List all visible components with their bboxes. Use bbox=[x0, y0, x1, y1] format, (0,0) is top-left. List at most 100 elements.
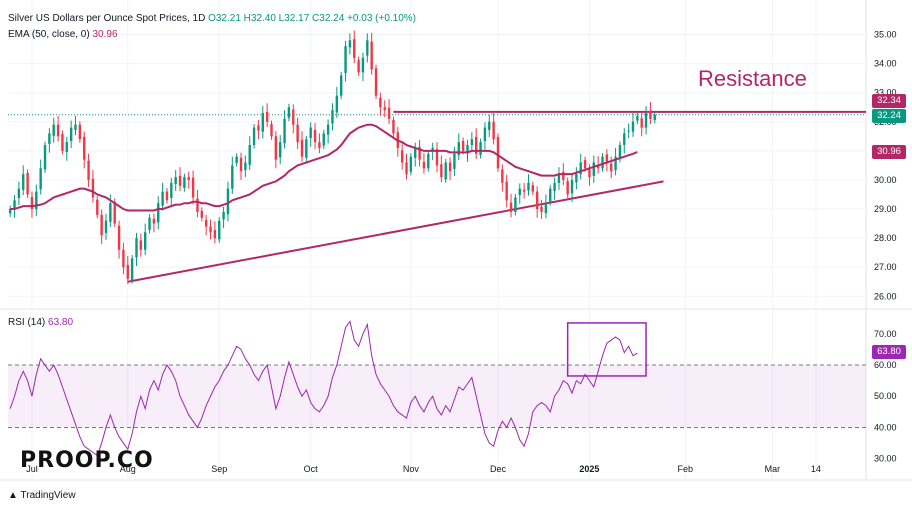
candle-body bbox=[191, 177, 195, 198]
candle-body bbox=[96, 199, 99, 215]
ohlc-values: O32.21 H32.40 L32.17 C32.24 +0.03 (+0.10… bbox=[208, 13, 417, 24]
price-tick-label: 33.00 bbox=[874, 88, 897, 98]
candle-body bbox=[501, 169, 504, 183]
price-tick-label: 28.00 bbox=[874, 233, 897, 243]
candle-body bbox=[135, 238, 138, 258]
candle-body bbox=[200, 210, 204, 218]
rsi-tick-label: 30.00 bbox=[874, 454, 897, 464]
rsi-value: 63.80 bbox=[48, 317, 74, 328]
candle-body bbox=[74, 124, 77, 130]
candle-body bbox=[313, 129, 317, 143]
price-tick-label: 35.00 bbox=[874, 30, 897, 40]
candle-body bbox=[48, 133, 51, 144]
candle-body bbox=[39, 168, 42, 190]
legend-ema-row: EMA (50, close, 0) 30.96 bbox=[8, 28, 118, 41]
last-price-tag: 32.24 bbox=[872, 109, 906, 123]
candle-body bbox=[461, 140, 465, 151]
rsi-band bbox=[8, 364, 866, 428]
candle-body bbox=[213, 229, 217, 239]
candle-body bbox=[257, 125, 260, 131]
candle-body bbox=[130, 258, 134, 280]
candle-body bbox=[627, 130, 630, 132]
rsi-band-fill bbox=[8, 365, 866, 428]
candle-body bbox=[405, 162, 408, 175]
candle-body bbox=[387, 107, 391, 119]
legend-rsi-row: RSI (14) 63.80 bbox=[8, 316, 73, 329]
candle-body bbox=[283, 118, 286, 144]
candle-body bbox=[13, 200, 16, 210]
candle-body bbox=[562, 171, 565, 180]
rsi-highlight-box bbox=[566, 322, 647, 377]
candle-body bbox=[305, 139, 308, 158]
candle-body bbox=[505, 181, 508, 201]
price-tick-label: 29.00 bbox=[874, 204, 897, 214]
candle-body bbox=[218, 220, 221, 240]
candle-body bbox=[309, 127, 312, 139]
candle-body bbox=[618, 145, 622, 160]
candle-body bbox=[109, 203, 112, 222]
resistance-price-tag: 32.34 bbox=[872, 94, 906, 108]
proop-logo: PROOP.CO bbox=[20, 448, 154, 473]
candle-body bbox=[557, 174, 561, 183]
candle-body bbox=[479, 142, 482, 155]
tradingview-footer: ▲ TradingView bbox=[8, 490, 76, 501]
candle-body bbox=[296, 124, 299, 143]
candle-body bbox=[43, 145, 47, 170]
candle-body bbox=[61, 134, 64, 151]
candle-body bbox=[370, 41, 373, 70]
candle-body bbox=[274, 136, 278, 160]
candle-body bbox=[265, 111, 269, 122]
candle-body bbox=[588, 169, 591, 178]
candle-body bbox=[226, 188, 230, 215]
candle-body bbox=[344, 46, 347, 73]
candle-body bbox=[640, 118, 643, 128]
time-tick-label: Aug bbox=[119, 464, 136, 474]
candle-body bbox=[357, 60, 360, 73]
candle-body bbox=[470, 139, 474, 146]
candle-body bbox=[374, 68, 378, 96]
candle-body bbox=[353, 39, 356, 58]
candle-body bbox=[623, 133, 626, 146]
candle-body bbox=[56, 124, 60, 137]
candle-body bbox=[174, 177, 177, 185]
candle-body bbox=[183, 177, 186, 189]
candle-body bbox=[435, 149, 439, 166]
candle-body bbox=[583, 160, 587, 169]
candle-body bbox=[631, 121, 635, 132]
candle-body bbox=[553, 182, 556, 191]
candle-body bbox=[279, 142, 282, 158]
candle-body bbox=[117, 225, 121, 250]
candle-body bbox=[361, 57, 365, 73]
rsi-tick-label: 70.00 bbox=[874, 329, 897, 339]
legend-symbol-row: Silver US Dollars per Ounce Spot Prices,… bbox=[8, 12, 416, 25]
candle-body bbox=[244, 162, 247, 171]
candle-body bbox=[518, 188, 521, 196]
candle-body bbox=[509, 202, 513, 212]
candle-body bbox=[239, 157, 243, 172]
candle-body bbox=[605, 154, 609, 163]
candle-body bbox=[422, 161, 426, 169]
candle-body bbox=[287, 107, 291, 118]
candle-body bbox=[204, 220, 208, 227]
candle-body bbox=[161, 191, 164, 206]
candle-body bbox=[400, 150, 404, 163]
grid bbox=[0, 0, 912, 481]
candle-body bbox=[644, 113, 648, 128]
time-tick-label: Jul bbox=[26, 464, 38, 474]
candle-body bbox=[26, 172, 29, 195]
rsi-value-tag: 63.80 bbox=[872, 345, 906, 359]
candle-body bbox=[170, 182, 173, 198]
candle-body bbox=[318, 142, 321, 148]
candle-body bbox=[610, 163, 613, 172]
candle-body bbox=[143, 232, 147, 250]
candle-body bbox=[152, 218, 156, 224]
ema-label: EMA (50, close, 0) bbox=[8, 29, 90, 40]
time-tick-label: 14 bbox=[810, 464, 821, 474]
candle-body bbox=[440, 164, 443, 178]
candle-body bbox=[165, 191, 169, 201]
candle-body bbox=[300, 139, 304, 157]
candle-body bbox=[427, 153, 430, 169]
candle-body bbox=[122, 249, 125, 268]
candle-body bbox=[248, 145, 251, 165]
